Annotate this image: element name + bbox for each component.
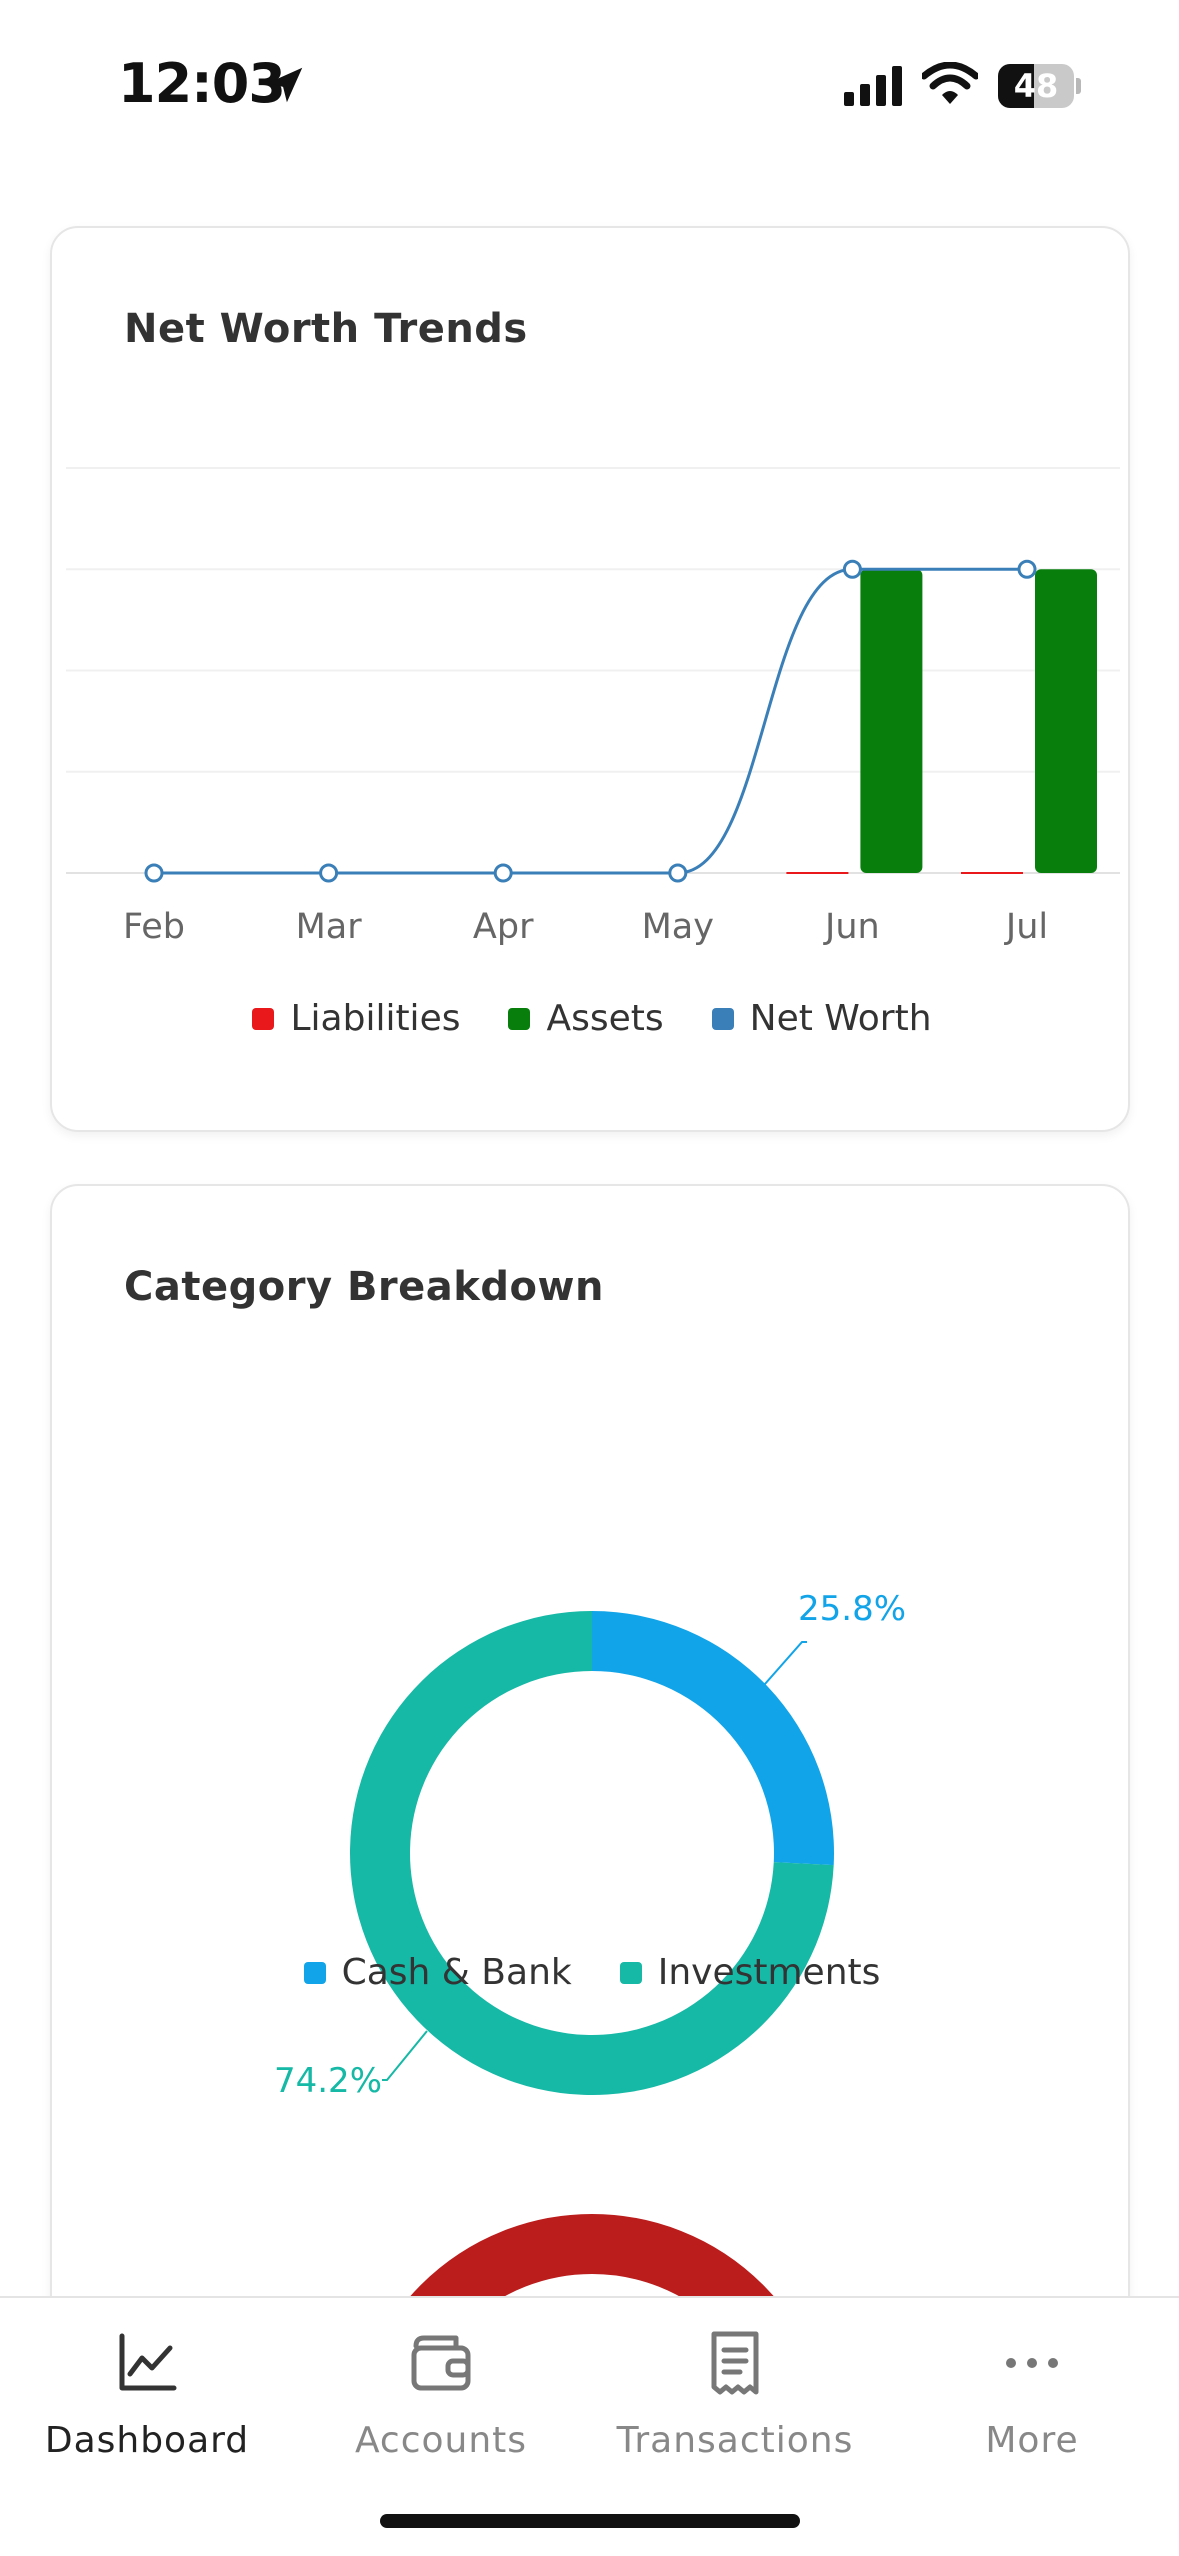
category-breakdown-card: Category Breakdown 25.8% 74.2% Cash & Ban… — [50, 1184, 1132, 2386]
legend-label-net-worth: Net Worth — [749, 998, 932, 1039]
liabilities-donut-chart[interactable]: 100.0% — [52, 2016, 1132, 2386]
legend-swatch-liabilities — [252, 1007, 275, 1030]
x-tick-label: May — [642, 907, 714, 947]
battery-fill — [998, 64, 1035, 108]
slice-label-investments: 74.2% — [274, 2061, 382, 2101]
bottom-tab-bar: Dashboard Accounts Transactions More — [0, 2296, 1179, 2556]
net-worth-point[interactable] — [842, 559, 862, 579]
category-breakdown-title: Category Breakdown — [124, 1264, 604, 1310]
wallet-icon — [411, 2335, 471, 2391]
x-tick-label: Feb — [123, 907, 185, 947]
x-tick-label: Jul — [1004, 907, 1048, 947]
tab-transactions[interactable]: Transactions — [588, 2328, 882, 2478]
net-worth-point[interactable] — [1017, 559, 1037, 579]
tab-label-transactions: Transactions — [616, 2420, 854, 2461]
legend-assets[interactable]: Assets — [508, 998, 664, 1039]
legend-net-worth[interactable]: Net Worth — [711, 998, 932, 1039]
assets-donut-chart[interactable]: 25.8% 74.2% — [52, 1366, 1132, 2106]
net-worth-title: Net Worth Trends — [124, 306, 528, 352]
tab-more[interactable]: More — [885, 2328, 1179, 2478]
net-worth-legend: Liabilities Assets Net Worth — [52, 998, 1132, 1039]
bar-assets[interactable] — [1035, 569, 1097, 873]
donut-slice[interactable] — [592, 1611, 834, 1866]
status-bar: 12:03 48 — [0, 0, 1179, 170]
legend-liabilities[interactable]: Liabilities — [252, 998, 460, 1039]
status-time: 12:03 — [118, 52, 286, 115]
more-dots-icon — [1006, 2358, 1058, 2368]
tab-accounts[interactable]: Accounts — [294, 2328, 588, 2478]
home-indicator — [380, 2514, 800, 2528]
x-tick-label: Mar — [296, 907, 363, 947]
donut-slice[interactable] — [360, 2214, 824, 2386]
net-worth-point[interactable] — [668, 863, 688, 883]
tab-label-dashboard: Dashboard — [44, 2420, 250, 2461]
tab-dashboard[interactable]: Dashboard — [0, 2328, 294, 2478]
cellular-signal-icon — [844, 66, 902, 106]
chart-line-icon — [119, 2333, 177, 2391]
x-tick-label: Jun — [823, 907, 880, 947]
legend-label-cash-bank: Cash & Bank — [341, 1952, 572, 1993]
battery-indicator: 48 — [998, 64, 1081, 108]
legend-cash-bank[interactable]: Cash & Bank — [303, 1952, 572, 1993]
net-worth-point[interactable] — [493, 863, 513, 883]
tab-label-more: More — [985, 2420, 1079, 2461]
tab-label-accounts: Accounts — [354, 2420, 528, 2461]
bar-assets[interactable] — [860, 569, 923, 873]
legend-investments[interactable]: Investments — [619, 1952, 881, 1993]
label-leader-line — [382, 2030, 428, 2081]
legend-swatch-assets — [508, 1007, 531, 1030]
battery-level-text: 48 — [1013, 67, 1059, 105]
legend-swatch-net-worth — [711, 1007, 734, 1030]
location-arrow-icon — [267, 67, 303, 103]
legend-swatch-investments — [619, 1961, 642, 1984]
net-worth-card: Net Worth Trends Feb Mar Apr May Jun Jul Liab… — [50, 226, 1130, 1132]
legend-label-investments: Investments — [657, 1952, 881, 1993]
receipt-icon — [711, 2331, 759, 2395]
net-worth-chart[interactable]: Feb Mar Apr May Jun Jul — [52, 228, 1132, 988]
wifi-icon — [922, 62, 978, 104]
x-tick-label: Apr — [473, 907, 534, 947]
category-legend: Cash & Bank Investments — [52, 1952, 1132, 1993]
legend-label-liabilities: Liabilities — [290, 998, 461, 1039]
net-worth-point[interactable] — [319, 863, 339, 883]
legend-label-assets: Assets — [546, 998, 664, 1039]
legend-swatch-cash-bank — [303, 1961, 326, 1984]
net-worth-point[interactable] — [144, 863, 164, 883]
slice-label-cash-bank: 25.8% — [798, 1589, 906, 1629]
label-leader-line — [756, 1641, 807, 1694]
